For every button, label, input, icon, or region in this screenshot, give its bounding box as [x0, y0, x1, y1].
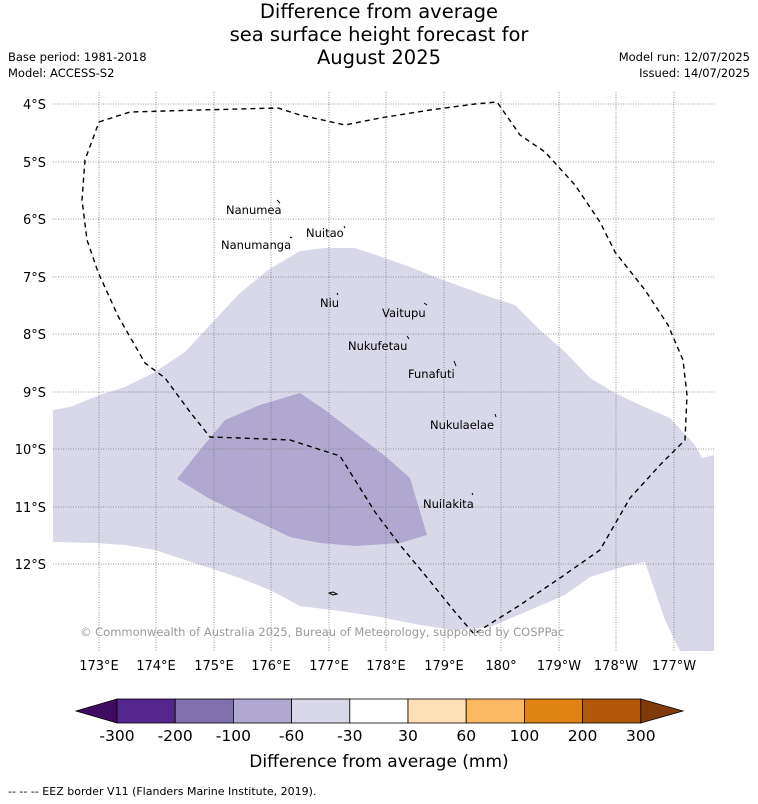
colorbar: -300 -200 -100 -60 -30 30 60 100 200 300: [74, 698, 685, 745]
chart-title: Difference from average sea surface heig…: [0, 0, 758, 69]
lat-label: 10°S: [15, 443, 46, 458]
island-label-niu: Niu: [320, 296, 339, 310]
model-run: Model run: 12/07/2025: [618, 50, 750, 64]
colorbar-segment: [291, 698, 351, 724]
colorbar-extend-high: [640, 698, 685, 724]
lon-label: 180°: [485, 659, 516, 674]
colorbar-segment: [465, 698, 525, 724]
nuilakita-marker: [471, 492, 474, 496]
lon-label: 179°E: [424, 659, 464, 674]
colorbar-segment: [349, 698, 409, 724]
island-label-nukulaelae: Nukulaelae: [430, 418, 494, 432]
nukufetau-marker: [406, 335, 410, 340]
lat-label: 4°S: [23, 98, 46, 113]
colorbar-tick-label: 30: [398, 727, 418, 745]
nukulaelae-marker: [494, 413, 497, 418]
lon-label: 178°W: [594, 659, 638, 674]
island-label-nanumanga: Nanumanga: [221, 238, 291, 252]
colorbar-segment: [174, 698, 234, 724]
longitude-labels: 173°E 174°E 175°E 176°E 177°E 178°E 179°…: [79, 659, 696, 674]
map-area: [53, 248, 714, 651]
colorbar-segment: [232, 698, 292, 724]
lon-label: 174°E: [136, 659, 176, 674]
eez-legend: -- -- -- EEZ border V11 (Flanders Marine…: [8, 785, 317, 798]
lon-label: 177°E: [309, 659, 349, 674]
lat-label: 8°S: [23, 328, 46, 343]
lat-label: 6°S: [23, 213, 46, 228]
lon-label: 177°W: [652, 659, 696, 674]
lon-label: 173°E: [79, 659, 119, 674]
title-line-1: Difference from average: [259, 0, 499, 23]
island-label-nanumea: Nanumea: [226, 203, 282, 217]
lat-label: 7°S: [23, 271, 46, 286]
title-line-3: August 2025: [316, 46, 442, 69]
title-line-2: sea surface height forecast for: [229, 23, 529, 46]
lon-label: 175°E: [194, 659, 234, 674]
small-islet: [327, 591, 339, 596]
lat-label: 9°S: [23, 386, 46, 401]
colorbar-tick-label: -30: [337, 727, 362, 745]
colorbar-tick-label: -200: [158, 727, 193, 745]
colorbar-title: Difference from average (mm): [249, 752, 508, 772]
base-period: Base period: 1981-2018: [8, 50, 147, 64]
colorbar-segment: [582, 698, 642, 724]
colorbar-tick-label: 300: [626, 727, 656, 745]
lat-label: 5°S: [23, 156, 46, 171]
colorbar-tick-label: -300: [99, 727, 134, 745]
vaitupu-marker: [423, 302, 428, 306]
colorbar-segment: [407, 698, 467, 724]
lon-label: 179°W: [537, 659, 581, 674]
nanumea-marker: [276, 199, 281, 204]
nuitao-marker: [343, 225, 346, 229]
island-labels: Nanumea Nuitao Nanumanga Niu Vaitupu Nuk…: [221, 203, 494, 511]
colorbar-tick-label: -60: [279, 727, 304, 745]
island-label-nuitao: Nuitao: [306, 226, 344, 240]
issued-date: Issued: 14/07/2025: [639, 66, 750, 80]
latitude-labels: 4°S 5°S 6°S 7°S 8°S 9°S 10°S 11°S 12°S: [15, 98, 46, 573]
colorbar-tick-label: -100: [216, 727, 251, 745]
meta-left: Base period: 1981-2018 Model: ACCESS-S2: [8, 49, 147, 81]
meta-right: Model run: 12/07/2025 Issued: 14/07/2025: [619, 49, 750, 81]
colorbar-segment: [524, 698, 584, 724]
colorbar-tick-label: 100: [510, 727, 540, 745]
lon-label: 178°E: [366, 659, 406, 674]
island-markers: [276, 199, 497, 496]
colorbar-tick-label: 60: [456, 727, 476, 745]
island-label-funafuti: Funafuti: [408, 367, 455, 381]
colorbar-segment: [116, 698, 176, 724]
nanumanga-marker: [289, 236, 293, 239]
copyright-notice: © Commonwealth of Australia 2025, Bureau…: [80, 625, 564, 639]
island-label-nukufetau: Nukufetau: [348, 339, 407, 353]
niu-marker: [336, 292, 339, 296]
colorbar-tick-label: 200: [568, 727, 598, 745]
lon-label: 176°E: [251, 659, 291, 674]
anomaly-region-medium: [177, 393, 427, 546]
island-label-nuilakita: Nuilakita: [423, 497, 474, 511]
colorbar-extend-low: [74, 698, 118, 724]
eez-border: [81, 101, 688, 635]
gridlines: [53, 92, 714, 651]
island-label-vaitupu: Vaitupu: [382, 306, 426, 320]
model-name: Model: ACCESS-S2: [8, 66, 115, 80]
anomaly-region-light: [53, 248, 714, 651]
funafuti-marker: [453, 360, 457, 367]
lat-label: 12°S: [15, 558, 46, 573]
lat-label: 11°S: [15, 501, 46, 516]
